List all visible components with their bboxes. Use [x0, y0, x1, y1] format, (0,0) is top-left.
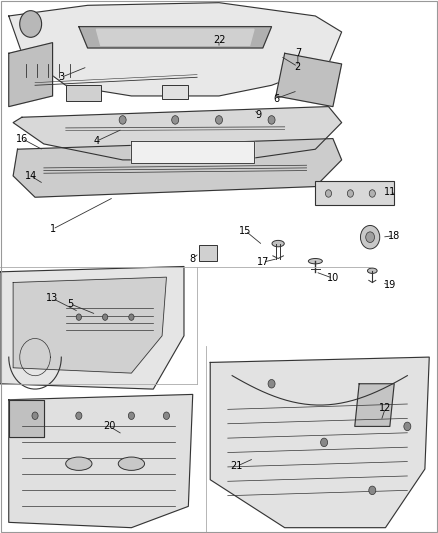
Text: 2: 2 [295, 62, 301, 71]
Text: 15: 15 [239, 226, 251, 236]
Circle shape [172, 116, 179, 124]
Circle shape [102, 314, 108, 320]
Polygon shape [13, 277, 166, 373]
Text: 3: 3 [58, 72, 64, 82]
Text: 17: 17 [257, 257, 269, 267]
Ellipse shape [118, 457, 145, 470]
Text: 14: 14 [25, 171, 37, 181]
Text: 22: 22 [213, 35, 225, 45]
Circle shape [366, 232, 374, 243]
Circle shape [369, 486, 376, 495]
Polygon shape [276, 53, 342, 107]
Polygon shape [9, 394, 193, 528]
Circle shape [76, 412, 82, 419]
Polygon shape [131, 141, 254, 163]
Circle shape [325, 190, 332, 197]
Polygon shape [9, 3, 342, 96]
Ellipse shape [367, 268, 377, 273]
Text: 20: 20 [103, 422, 116, 431]
Circle shape [129, 314, 134, 320]
Text: 9: 9 [255, 110, 261, 119]
Circle shape [369, 190, 375, 197]
Ellipse shape [272, 240, 284, 247]
Circle shape [268, 116, 275, 124]
Bar [199, 245, 217, 261]
Bar [162, 85, 188, 99]
Bar [66, 85, 101, 101]
Text: 1: 1 [49, 224, 56, 234]
Text: 18: 18 [388, 231, 400, 240]
Text: 21: 21 [230, 462, 243, 471]
Text: 12: 12 [379, 403, 392, 413]
Polygon shape [9, 43, 53, 107]
Text: 10: 10 [327, 273, 339, 283]
Polygon shape [96, 29, 254, 45]
Text: 7: 7 [295, 49, 301, 58]
Circle shape [32, 412, 38, 419]
Circle shape [163, 412, 170, 419]
Text: 16: 16 [16, 134, 28, 143]
Circle shape [321, 438, 328, 447]
Text: 8: 8 [190, 254, 196, 263]
Text: 6: 6 [273, 94, 279, 103]
Polygon shape [9, 400, 44, 437]
Text: 5: 5 [67, 299, 73, 309]
Ellipse shape [66, 457, 92, 470]
Circle shape [347, 190, 353, 197]
Polygon shape [79, 27, 272, 48]
Text: 11: 11 [384, 187, 396, 197]
Polygon shape [0, 266, 184, 389]
Polygon shape [355, 384, 394, 426]
Circle shape [128, 412, 134, 419]
Circle shape [119, 116, 126, 124]
Polygon shape [13, 107, 342, 160]
Polygon shape [13, 139, 342, 197]
Polygon shape [210, 357, 429, 528]
Circle shape [215, 116, 223, 124]
Circle shape [76, 314, 81, 320]
Bar [315, 181, 394, 205]
Circle shape [404, 422, 411, 431]
Ellipse shape [308, 259, 322, 264]
Text: 13: 13 [46, 294, 59, 303]
Text: 4: 4 [93, 136, 99, 146]
Text: 19: 19 [384, 280, 396, 290]
Circle shape [360, 225, 380, 249]
Circle shape [20, 11, 42, 37]
Circle shape [268, 379, 275, 388]
